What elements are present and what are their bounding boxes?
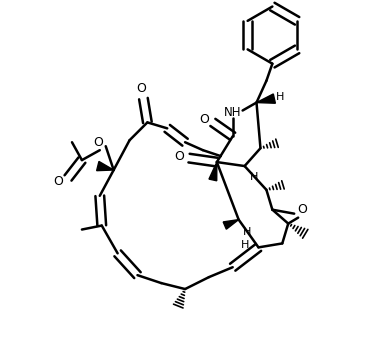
Polygon shape — [223, 219, 239, 229]
Text: H: H — [250, 172, 258, 182]
Text: O: O — [136, 82, 146, 95]
Polygon shape — [209, 162, 217, 181]
Polygon shape — [257, 94, 275, 103]
Text: O: O — [53, 175, 64, 189]
Text: O: O — [94, 136, 103, 149]
Text: O: O — [199, 113, 209, 126]
Text: NH: NH — [224, 106, 241, 119]
Text: H: H — [243, 226, 251, 237]
Text: H: H — [240, 240, 249, 250]
Text: H: H — [276, 92, 284, 101]
Text: O: O — [297, 203, 307, 216]
Text: O: O — [175, 150, 184, 163]
Polygon shape — [97, 161, 113, 171]
